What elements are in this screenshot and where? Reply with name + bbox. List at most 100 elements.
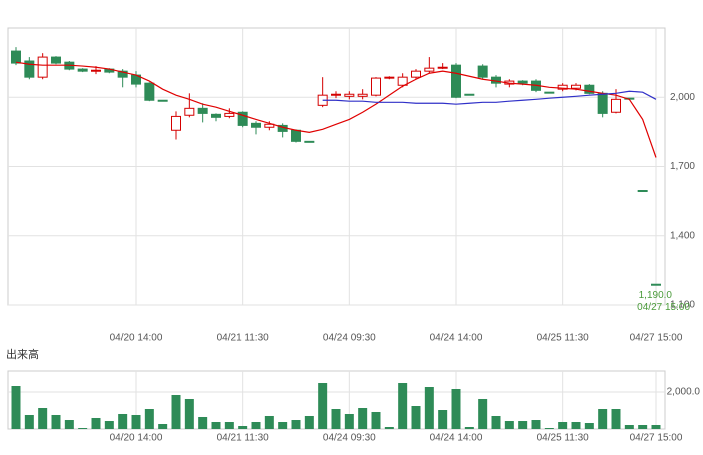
candle-body xyxy=(424,67,435,72)
candle-body xyxy=(437,66,448,69)
y-tick-label: 1,100 xyxy=(670,300,695,311)
volume-bar xyxy=(651,425,661,429)
candle-body xyxy=(611,98,621,113)
last-price-label: 1,190.0 xyxy=(639,290,673,301)
volume-bar xyxy=(251,422,261,429)
volume-bar xyxy=(411,406,421,429)
volume-bar xyxy=(358,408,368,429)
volume-bar xyxy=(438,409,448,429)
candle-body xyxy=(464,93,475,96)
candle-body xyxy=(397,76,408,86)
x-tick-label: 04/20 14:00 xyxy=(110,333,163,344)
volume-bar xyxy=(478,398,488,429)
candle-body xyxy=(477,65,488,78)
candle-body xyxy=(331,93,341,96)
volume-bar xyxy=(331,409,341,429)
volume-bar xyxy=(424,387,434,429)
volume-bar xyxy=(24,414,34,429)
candle-body xyxy=(304,140,315,143)
volume-bar xyxy=(144,409,154,429)
volume-bar xyxy=(78,428,88,429)
candle-body xyxy=(157,99,168,102)
candle-body xyxy=(291,129,301,142)
candle-body xyxy=(51,56,61,64)
candle-body xyxy=(171,115,181,131)
candle-body xyxy=(357,93,368,97)
candle-body xyxy=(264,123,275,128)
candle-body xyxy=(37,56,48,78)
candle-body xyxy=(184,107,195,116)
x-tick-label: 04/27 15:00 xyxy=(630,333,683,344)
y-tick-label: 2,000 xyxy=(670,92,695,103)
candle-body xyxy=(77,68,88,72)
volume-bar xyxy=(224,422,234,429)
volume-bar xyxy=(171,394,181,429)
volume-bar xyxy=(558,422,568,429)
moving-average-line xyxy=(322,90,657,105)
candle-body xyxy=(544,91,555,94)
volume-bar xyxy=(118,413,128,429)
candle-body xyxy=(251,122,261,128)
candle-body xyxy=(117,70,128,78)
volume-bar xyxy=(104,421,114,429)
volume-bar xyxy=(464,427,474,429)
volume-bar xyxy=(491,415,501,429)
candle-body xyxy=(451,64,461,98)
candle-body xyxy=(91,69,101,72)
volume-bar xyxy=(278,422,288,429)
candle-body xyxy=(197,107,208,114)
y-tick-label: 1,700 xyxy=(670,161,695,172)
candle-body xyxy=(24,60,35,78)
volume-bar xyxy=(624,425,634,429)
x-tick-label: 04/24 09:30 xyxy=(323,333,376,344)
volume-bar xyxy=(398,383,408,429)
candle-body xyxy=(597,92,608,114)
volume-bar xyxy=(598,409,608,429)
volume-bar xyxy=(64,420,74,429)
volume-bar xyxy=(238,426,248,429)
volume-bar xyxy=(371,411,381,429)
volume-bar xyxy=(344,413,354,429)
candle-body xyxy=(637,190,648,193)
candle-body xyxy=(211,113,221,118)
candle-body xyxy=(384,76,395,79)
candle-body xyxy=(651,283,661,286)
volume-bar xyxy=(571,422,581,429)
x-tick-label: 04/24 09:30 xyxy=(323,433,376,444)
volume-bar xyxy=(304,415,314,429)
candle-body xyxy=(571,84,581,89)
candle-body xyxy=(237,111,248,126)
volume-bar xyxy=(291,420,301,429)
x-tick-label: 04/25 11:30 xyxy=(537,433,590,444)
volume-bar xyxy=(184,398,194,429)
y-tick-label: 1,400 xyxy=(670,230,695,241)
y-tick-label: 2,000.0 xyxy=(667,387,701,398)
candle-body xyxy=(517,80,528,84)
x-tick-label: 04/20 14:00 xyxy=(110,433,163,444)
x-tick-label: 04/27 15:00 xyxy=(630,433,683,444)
volume-bar xyxy=(131,414,141,429)
volume-bar xyxy=(198,416,208,429)
candle-body xyxy=(557,84,568,90)
volume-bar xyxy=(638,425,648,429)
volume-bar xyxy=(11,386,21,429)
volume-bar xyxy=(531,420,541,429)
volume-bar xyxy=(384,427,394,429)
x-tick-label: 04/24 14:00 xyxy=(430,433,483,444)
volume-bar xyxy=(264,415,274,429)
volume-bar xyxy=(584,423,594,429)
candle-body xyxy=(584,84,595,94)
volume-bar xyxy=(518,421,528,429)
volume-bar xyxy=(544,428,554,429)
moving-average-line xyxy=(15,61,657,158)
volume-bar xyxy=(504,421,514,429)
volume-bar xyxy=(51,414,61,429)
volume-bar xyxy=(318,383,328,429)
candle-body xyxy=(411,70,421,78)
candle-body xyxy=(11,50,21,64)
volume-bar xyxy=(451,389,461,429)
x-tick-label: 04/21 11:30 xyxy=(217,333,270,344)
x-tick-label: 04/21 11:30 xyxy=(217,433,270,444)
volume-bar xyxy=(611,409,621,429)
